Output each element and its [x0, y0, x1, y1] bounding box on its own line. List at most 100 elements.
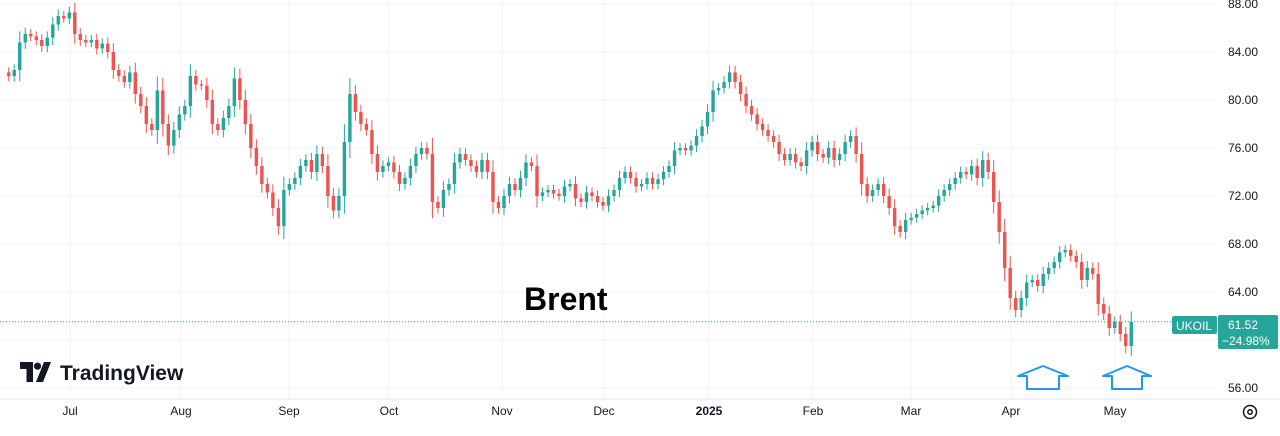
- gear-icon[interactable]: [1242, 404, 1258, 420]
- candle-body: [221, 118, 226, 130]
- candle-body: [628, 172, 633, 178]
- candle-body: [876, 184, 880, 190]
- candle-body: [639, 184, 644, 187]
- candle-body: [573, 184, 578, 199]
- candle-body: [56, 16, 60, 25]
- candle-body: [1107, 313, 1111, 328]
- candle-body: [947, 184, 952, 190]
- x-tick-label: Jul: [62, 404, 77, 418]
- candle-body: [84, 40, 88, 43]
- change-percent-label: −24.98%: [1222, 334, 1270, 348]
- y-tick-label: 72.00: [1228, 189, 1258, 203]
- candle-body: [1047, 268, 1051, 274]
- candle-body: [210, 100, 215, 124]
- candle-body: [23, 34, 27, 43]
- candle-body: [348, 94, 352, 142]
- x-tick-label: Dec: [593, 404, 614, 418]
- candle-body: [265, 184, 270, 193]
- candle-body: [953, 178, 957, 184]
- candle-body: [1124, 334, 1128, 346]
- candle-body: [980, 160, 985, 178]
- candle-body: [975, 166, 979, 178]
- candle-body: [513, 184, 517, 190]
- last-price-label: 61.52: [1228, 318, 1258, 332]
- candle-body: [749, 106, 754, 115]
- candle-body: [67, 12, 71, 19]
- candle-body: [793, 154, 798, 163]
- candle-body: [452, 162, 457, 184]
- candle-body: [441, 190, 446, 208]
- candle-body: [293, 178, 297, 184]
- x-tick-label: Sep: [278, 404, 300, 418]
- candle-body: [364, 124, 369, 130]
- candle-body: [694, 136, 699, 146]
- candle-body: [337, 196, 341, 211]
- candle-body: [51, 24, 55, 38]
- candle-body: [942, 190, 946, 196]
- candle-body: [188, 76, 193, 106]
- x-tick-label: Feb: [803, 404, 824, 418]
- candle-body: [557, 193, 561, 196]
- candle-body: [408, 166, 413, 178]
- candle-body: [326, 166, 330, 196]
- candle-body: [111, 52, 116, 70]
- candle-body: [920, 210, 924, 214]
- candle-body: [1129, 321, 1133, 346]
- candle-body: [194, 76, 198, 85]
- candle-body: [678, 148, 682, 151]
- candle-body: [1036, 280, 1040, 286]
- candle-body: [1085, 268, 1089, 280]
- candle-body: [249, 124, 253, 148]
- candle-body: [887, 196, 891, 208]
- candle-body: [375, 154, 380, 172]
- candle-body: [1102, 304, 1106, 314]
- x-tick-label: 2025: [696, 404, 723, 418]
- candle-body: [584, 192, 589, 202]
- candle-body: [45, 37, 49, 46]
- candle-body: [227, 106, 231, 118]
- candle-body: [991, 172, 996, 202]
- candle-body: [1008, 268, 1012, 298]
- candle-body: [837, 154, 842, 160]
- symbol-label: UKOIL: [1176, 319, 1212, 333]
- candle-body: [287, 184, 292, 190]
- candle-body: [392, 162, 396, 172]
- candle-body: [661, 172, 666, 180]
- candle-body: [667, 166, 671, 172]
- candle-body: [172, 130, 176, 146]
- candle-body: [1041, 274, 1045, 286]
- candle-body: [606, 196, 611, 206]
- candle-body: [458, 154, 462, 163]
- candle-body: [18, 42, 22, 70]
- candle-body: [282, 190, 286, 226]
- candle-body: [777, 142, 781, 154]
- candle-body: [502, 196, 506, 208]
- x-tick-label: Aug: [170, 404, 191, 418]
- candle-body: [485, 160, 490, 172]
- symbol-badge: [1172, 316, 1217, 334]
- up-arrow-icon: [1017, 365, 1069, 390]
- candle-body: [689, 145, 693, 151]
- y-tick-label: 68.00: [1228, 237, 1258, 251]
- candle-body: [95, 40, 99, 49]
- candle-body: [645, 178, 649, 184]
- candle-body: [562, 186, 567, 196]
- candle-body: [359, 112, 363, 124]
- candle-body: [100, 43, 104, 49]
- candle-body: [309, 160, 314, 172]
- candle-body: [425, 148, 429, 154]
- candle-body: [711, 90, 715, 112]
- candle-body: [760, 124, 765, 130]
- candle-body: [7, 72, 11, 76]
- candle-body: [788, 154, 792, 160]
- candle-body: [480, 160, 484, 172]
- candle-body: [436, 202, 440, 208]
- candle-body: [733, 72, 737, 82]
- candle-body: [936, 196, 941, 206]
- candle-body: [144, 106, 149, 124]
- candle-body: [617, 178, 622, 190]
- candle-body: [683, 148, 688, 151]
- candle-body: [469, 160, 473, 166]
- candle-body: [1052, 262, 1056, 268]
